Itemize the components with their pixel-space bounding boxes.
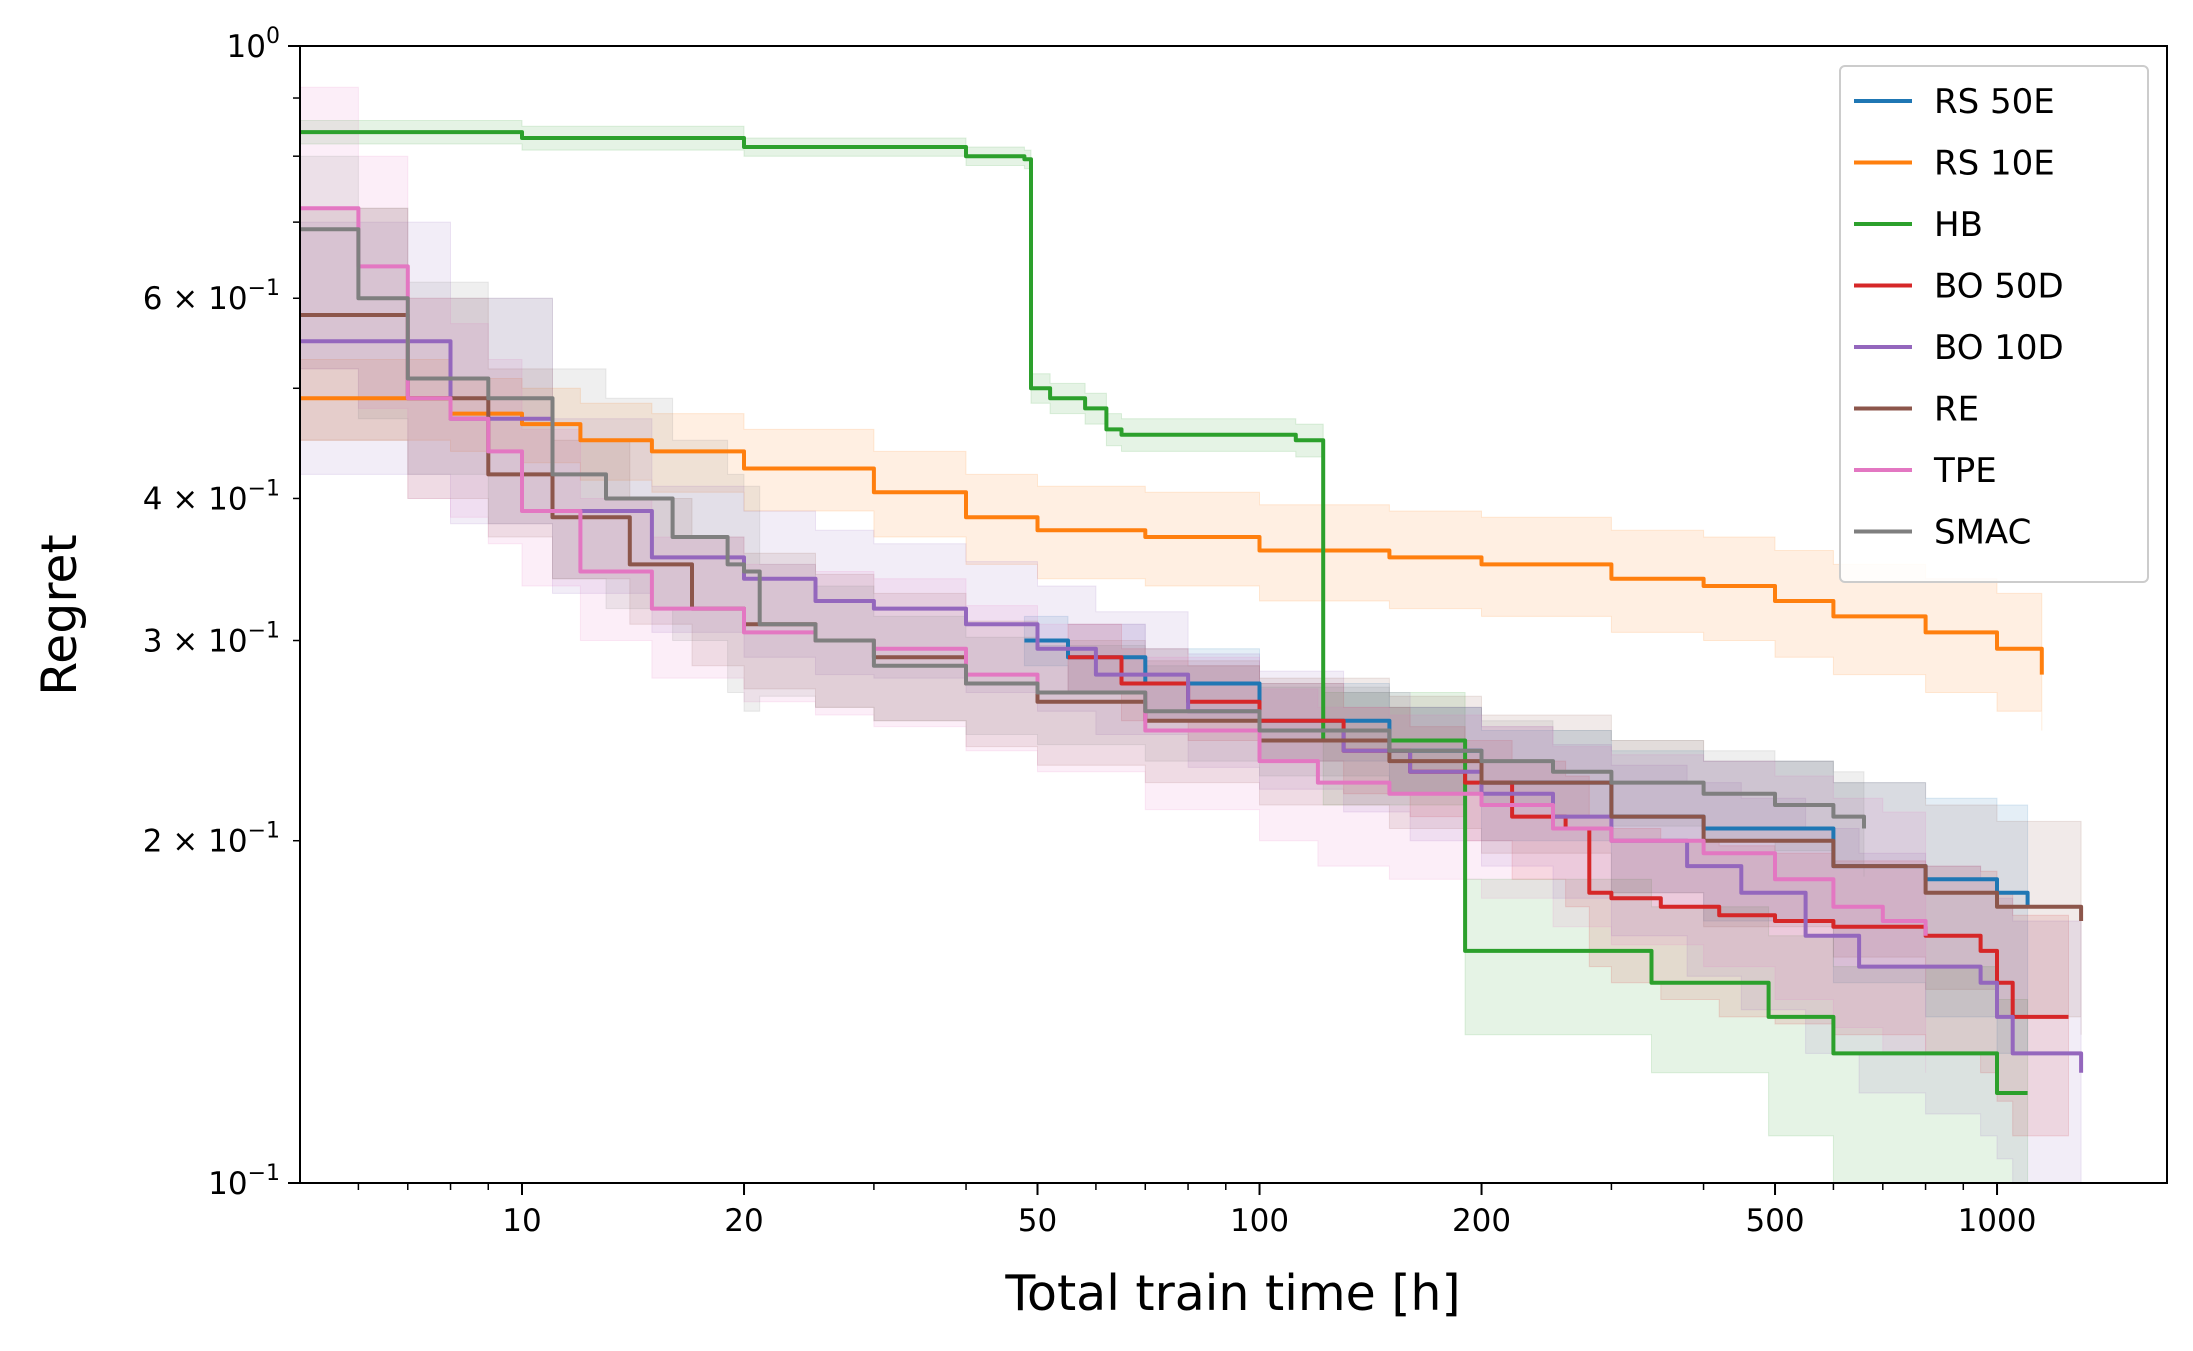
series-line-rs-10e	[300, 396, 2044, 675]
series-line-hb	[300, 130, 2028, 1095]
band-hb	[300, 120, 2029, 1183]
band-tpe	[300, 86, 1927, 1073]
y-axis-label: Regret	[31, 534, 88, 696]
plot-frame	[299, 45, 2168, 1184]
x-tick-label: 500	[1745, 1203, 1804, 1239]
x-axis-label: Total train time [h]	[1004, 1265, 1460, 1322]
y-tick-label: 4 × 10−1	[143, 476, 280, 517]
y-tick-label: 100	[227, 24, 280, 65]
legend-label: RS 10E	[1934, 144, 2055, 184]
y-tick-label: 2 × 10−1	[143, 819, 280, 860]
legend-box	[1839, 65, 2149, 583]
legend-label: SMAC	[1934, 513, 2031, 553]
series-line-bo-50d	[1068, 655, 2069, 1019]
series-lines	[300, 130, 2084, 1095]
x-tick-label: 1000	[1958, 1203, 2037, 1239]
y-tick-label: 3 × 10−1	[143, 619, 280, 660]
x-tick-label: 100	[1230, 1203, 1289, 1239]
series-line-re	[300, 313, 2084, 921]
legend-label: RE	[1934, 390, 1979, 430]
x-axis-ticks: 10 20 50 100 200 500 1000	[357, 1183, 2037, 1239]
band-rs-50e	[1023, 615, 2029, 1054]
legend-label: TPE	[1933, 451, 1997, 491]
x-tick-label: 200	[1452, 1203, 1511, 1239]
legend-label: RS 50E	[1934, 82, 2055, 122]
y-axis-ticks: 100 6 × 10−1 4 × 10−1 3 × 10−1 2 × 10−1 10−1	[143, 24, 300, 1202]
y-tick-label: 6 × 10−1	[143, 276, 280, 317]
x-tick-label: 50	[1018, 1203, 1057, 1239]
y-tick-label: 10−1	[208, 1161, 280, 1202]
legend: RS 50E RS 10E HB BO 50D BO 10D RE TPE SMAC	[1839, 65, 2149, 583]
series-line-bo-10d	[300, 339, 2084, 1073]
legend-label: BO 10D	[1934, 328, 2064, 368]
legend-label: HB	[1934, 205, 1983, 245]
legend-label: BO 50D	[1934, 267, 2064, 307]
x-tick-label: 10	[502, 1203, 541, 1239]
series-line-smac	[300, 227, 1866, 829]
x-tick-label: 20	[724, 1203, 763, 1239]
band-re	[300, 207, 2082, 1035]
